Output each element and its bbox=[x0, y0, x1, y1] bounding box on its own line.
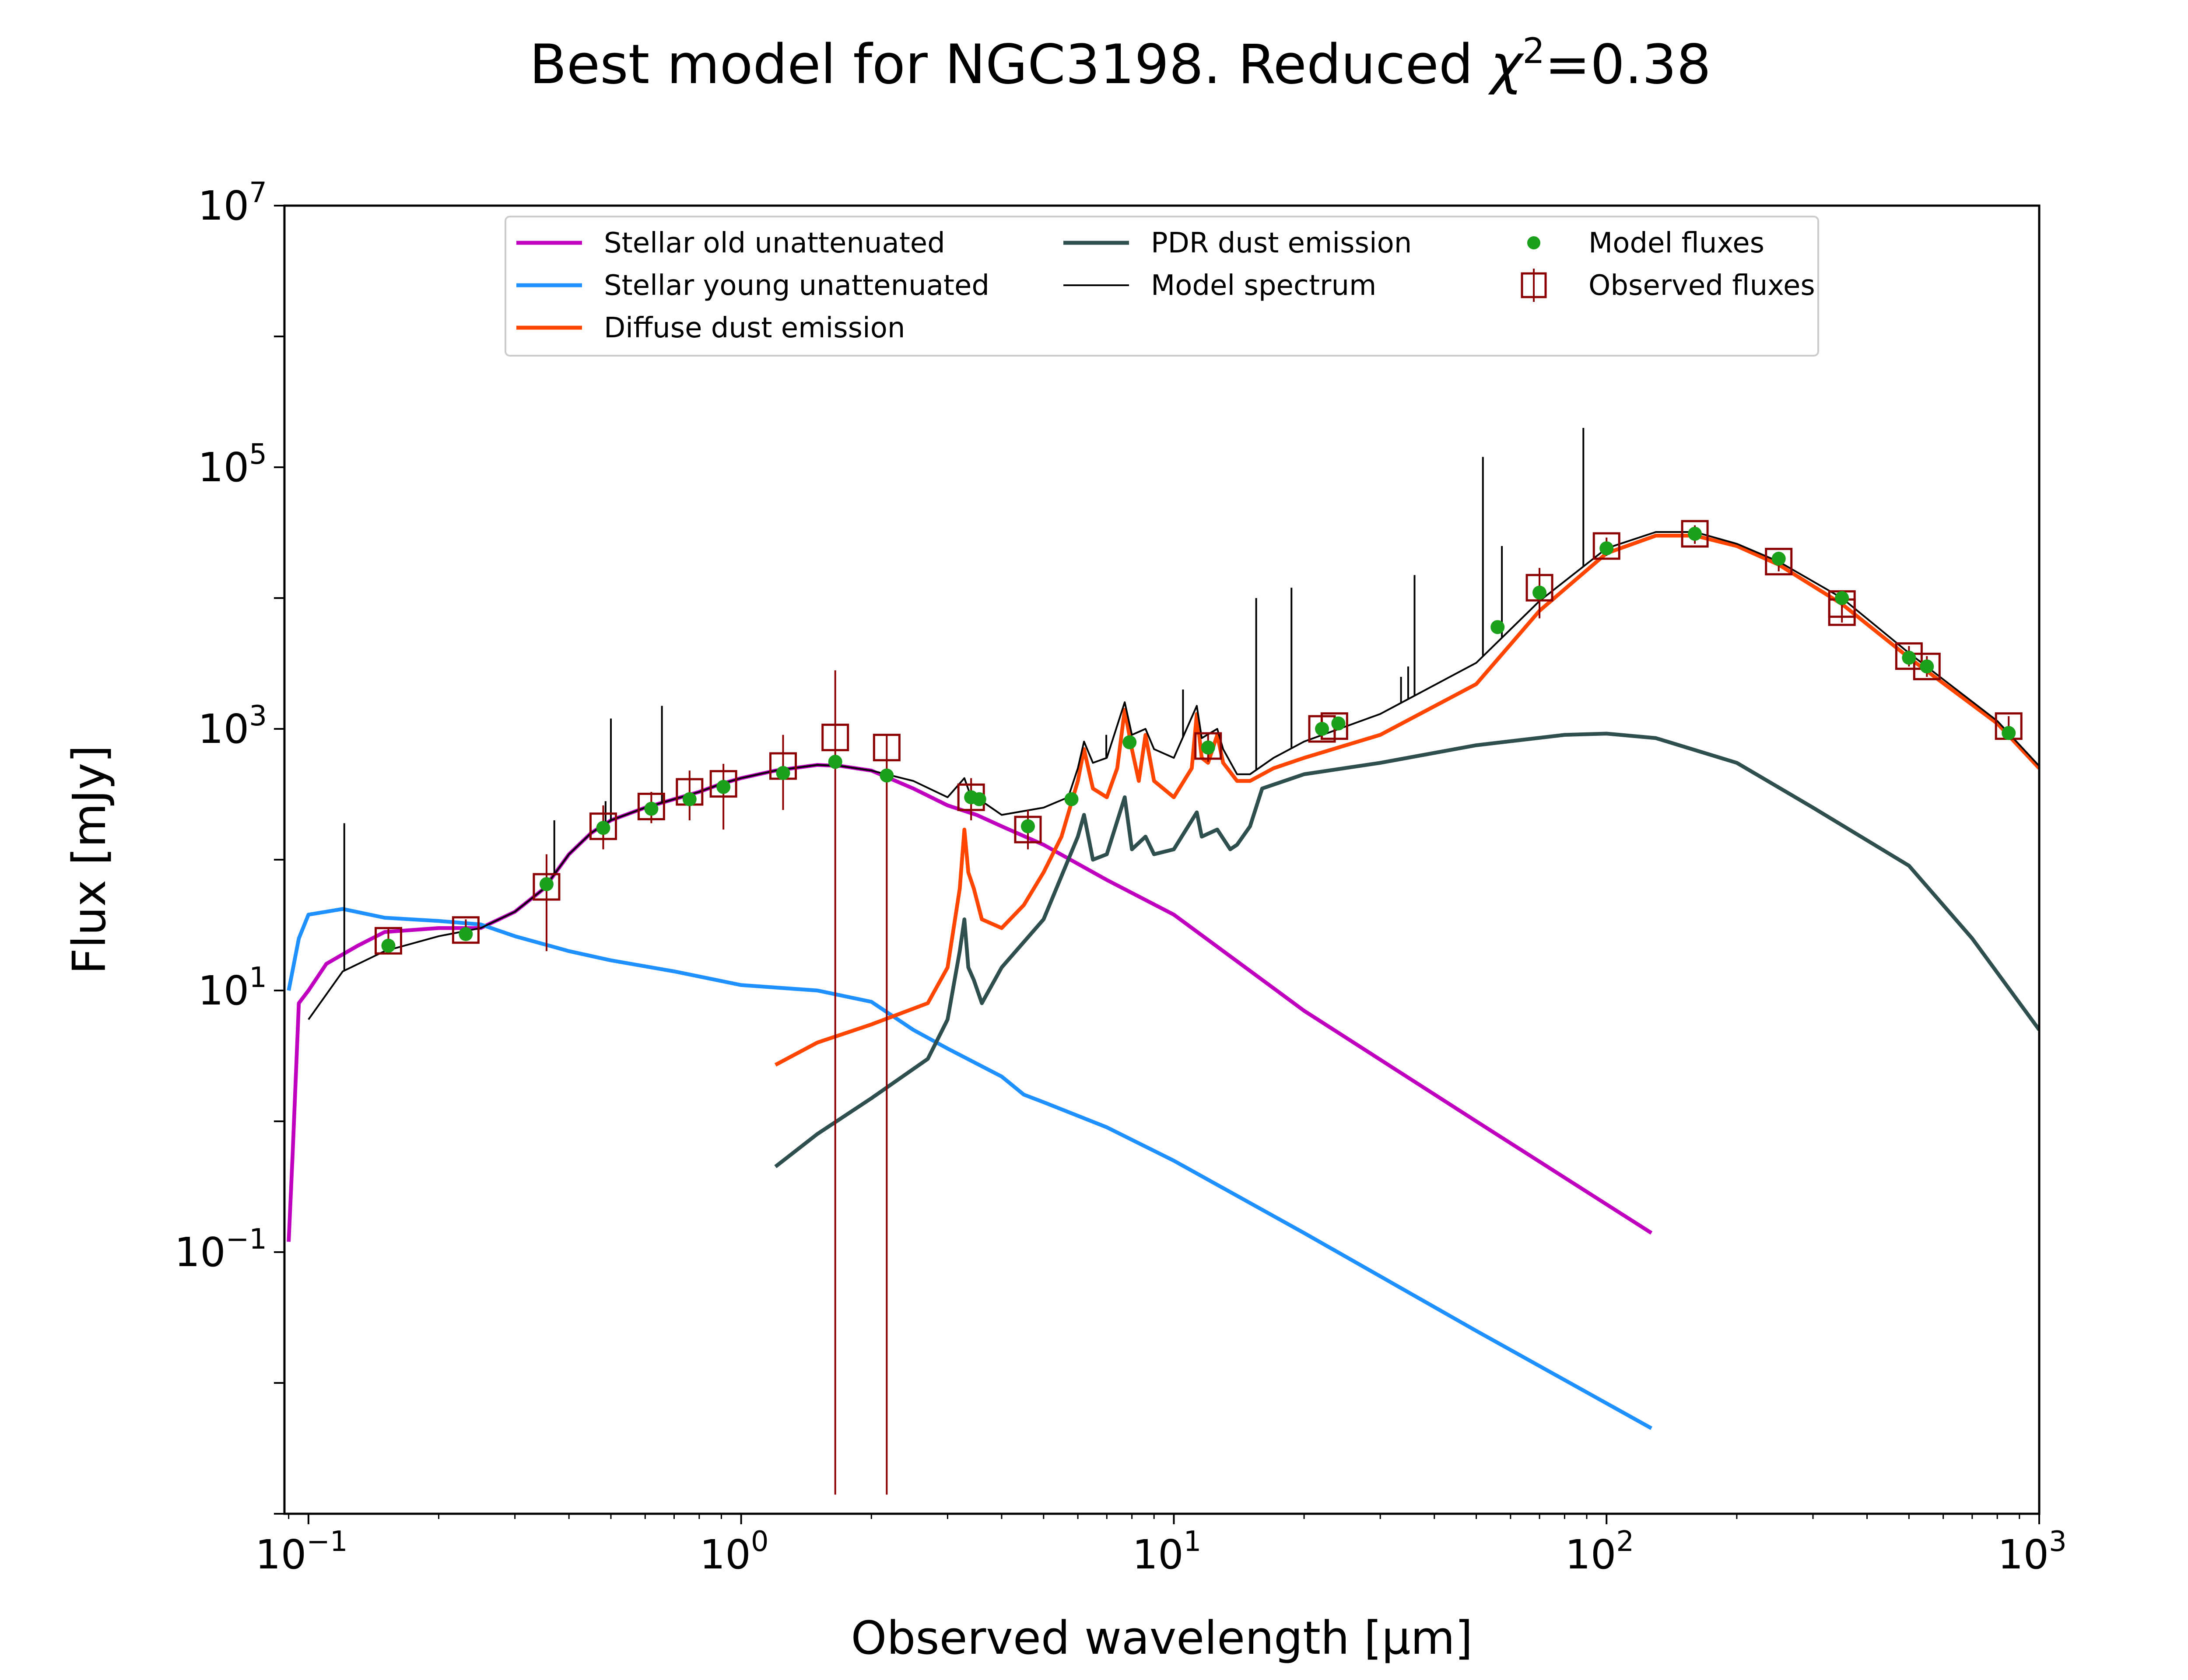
model-flux-point bbox=[1201, 740, 1215, 755]
legend-item-pdr-dust-emission: PDR dust emission bbox=[1063, 227, 1412, 259]
model-flux-point bbox=[596, 821, 610, 835]
model-flux-point bbox=[828, 755, 842, 769]
legend-item-stellar-old-unattenuated: Stellar old unattenuated bbox=[516, 227, 945, 259]
model-flux-point bbox=[1331, 716, 1346, 731]
legend-item-stellar-young-unattenuated: Stellar young unattenuated bbox=[516, 270, 989, 302]
y-tick-label: 10−1 bbox=[175, 1223, 267, 1276]
legend-label: PDR dust emission bbox=[1151, 227, 1412, 259]
x-tick-label: 103 bbox=[1998, 1526, 2067, 1578]
legend-label: Model spectrum bbox=[1151, 270, 1376, 302]
title-chi: χ bbox=[1488, 33, 1525, 96]
plot-frame bbox=[283, 204, 2041, 1515]
legend-label: Observed fluxes bbox=[1588, 270, 1815, 302]
legend-label: Stellar young unattenuated bbox=[604, 270, 989, 302]
model-flux-point bbox=[880, 768, 894, 783]
observed-flux-marker bbox=[1014, 816, 1042, 844]
observed-flux-marker bbox=[375, 927, 403, 955]
model-flux-point bbox=[1599, 541, 1614, 556]
model-flux-point bbox=[1920, 659, 1934, 674]
observed-flux-marker bbox=[821, 724, 849, 752]
observed-flux-marker bbox=[1895, 642, 1923, 670]
model-flux-point bbox=[1771, 551, 1786, 566]
x-tick-label: 10−1 bbox=[255, 1526, 347, 1578]
title-tail: =0.38 bbox=[1545, 33, 1711, 96]
observed-flux-marker bbox=[452, 916, 480, 944]
model-flux-point bbox=[972, 792, 986, 806]
series-layer bbox=[287, 531, 2039, 1430]
axis-ticks: 10−1 100 101 102 103 10−1 101 103 105 107 bbox=[175, 177, 2067, 1578]
model-flux-point bbox=[2002, 726, 2016, 740]
x-axis-label: Observed wavelength [μm] bbox=[851, 1611, 1473, 1665]
observed-flux-marker bbox=[1194, 732, 1222, 760]
chart-title: Best model for NGC3198. Reduced χ2=0.38 bbox=[529, 31, 1711, 96]
observed-flux-marker bbox=[637, 792, 665, 820]
legend-box bbox=[505, 216, 1819, 357]
series-model-spectrum bbox=[308, 531, 2039, 1020]
model-flux-point bbox=[682, 792, 697, 806]
y-tick-label: 107 bbox=[198, 177, 267, 229]
observed-flux-marker bbox=[533, 873, 561, 901]
model-flux-point bbox=[1835, 591, 1849, 605]
y-tick-label: 105 bbox=[198, 438, 267, 491]
observed-flux-marker bbox=[1525, 574, 1553, 602]
flux-markers-layer bbox=[375, 520, 2023, 955]
legend: Stellar old unattenuated Stellar young un… bbox=[505, 216, 1819, 357]
model-flux-point bbox=[716, 780, 731, 794]
model-flux-point bbox=[1122, 735, 1137, 749]
legend-label: Diffuse dust emission bbox=[604, 312, 905, 344]
legend-swatch bbox=[1527, 236, 1540, 249]
series-stellar-young-unattenuated bbox=[287, 907, 1653, 1430]
model-flux-point bbox=[381, 938, 396, 953]
model-flux-point bbox=[459, 927, 473, 942]
model-flux-point bbox=[1532, 585, 1547, 600]
model-flux-point bbox=[1490, 620, 1505, 634]
y-axis-label: Flux [mJy] bbox=[63, 745, 116, 974]
model-flux-point bbox=[1688, 527, 1702, 541]
legend-label: Stellar old unattenuated bbox=[604, 227, 945, 259]
model-flux-point bbox=[776, 766, 790, 780]
y-tick-label: 101 bbox=[198, 962, 267, 1014]
model-flux-point bbox=[539, 877, 554, 891]
error-bars-layer bbox=[387, 525, 2010, 1495]
model-flux-point bbox=[1902, 651, 1916, 665]
observed-flux-marker bbox=[1765, 548, 1793, 576]
title-superscript: 2 bbox=[1522, 31, 1545, 71]
observed-flux-marker bbox=[1913, 652, 1941, 680]
model-flux-point bbox=[644, 802, 659, 816]
emission-lines-layer bbox=[343, 427, 1585, 971]
y-tick-label: 103 bbox=[198, 700, 267, 752]
observed-flux-marker bbox=[873, 734, 901, 762]
model-flux-point bbox=[1064, 792, 1079, 806]
model-flux-point bbox=[1020, 819, 1035, 833]
legend-item-model-fluxes: Model fluxes bbox=[1527, 227, 1764, 259]
legend-item-model-spectrum: Model spectrum bbox=[1063, 270, 1376, 302]
model-flux-point bbox=[1315, 722, 1329, 736]
series-pdr-dust-emission bbox=[774, 732, 2039, 1169]
observed-flux-marker bbox=[1681, 520, 1709, 548]
observed-flux-marker bbox=[1592, 532, 1620, 560]
observed-flux-marker bbox=[589, 812, 617, 840]
legend-item-observed-fluxes: Observed fluxes bbox=[1521, 269, 1815, 302]
series-stellar-old-unattenuated bbox=[287, 763, 1653, 1242]
observed-flux-marker bbox=[709, 770, 737, 798]
legend-label: Model fluxes bbox=[1588, 227, 1764, 259]
title-main: Best model for NGC3198. Reduced bbox=[529, 33, 1490, 96]
x-tick-label: 102 bbox=[1565, 1526, 1634, 1578]
x-tick-label: 100 bbox=[700, 1526, 769, 1578]
series-diffuse-dust-emission bbox=[774, 533, 2039, 1067]
x-tick-label: 101 bbox=[1133, 1526, 1202, 1578]
legend-item-diffuse-dust-emission: Diffuse dust emission bbox=[516, 312, 905, 344]
